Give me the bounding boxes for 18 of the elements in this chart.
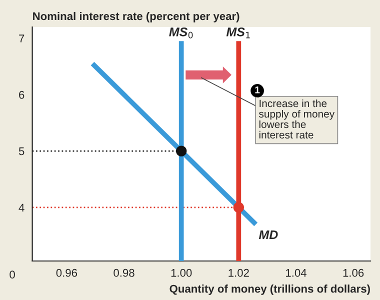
series-label: MD bbox=[258, 230, 278, 240]
y-axis-title: Nominal interest rate (percent per year) bbox=[33, 12, 240, 22]
y-tick-label: 7 bbox=[19, 34, 24, 42]
x-tick-label: 0.98 bbox=[114, 268, 134, 277]
text: 0 bbox=[10, 270, 15, 279]
x-tick-label: 1.06 bbox=[343, 268, 364, 277]
x-tick-label: 1.00 bbox=[171, 268, 192, 277]
y-tick-label: 5 bbox=[18, 147, 24, 156]
series-label: MS$_{0}$ bbox=[169, 27, 193, 38]
annotation: 1 bbox=[255, 86, 260, 94]
x-axis-title: Quantity of money (trillions of dollars) bbox=[170, 284, 370, 295]
annotation: Increase in the supply of money lowers the interest rate bbox=[259, 99, 335, 139]
x-tick-label: 0.96 bbox=[56, 268, 78, 277]
x-tick-label: 1.02 bbox=[228, 268, 249, 277]
x-tick-label: 1.04 bbox=[286, 268, 306, 277]
series-label: MS$_{1}$ bbox=[226, 27, 250, 38]
y-tick-label: 4 bbox=[18, 204, 24, 212]
y-tick-label: 6 bbox=[19, 90, 24, 99]
